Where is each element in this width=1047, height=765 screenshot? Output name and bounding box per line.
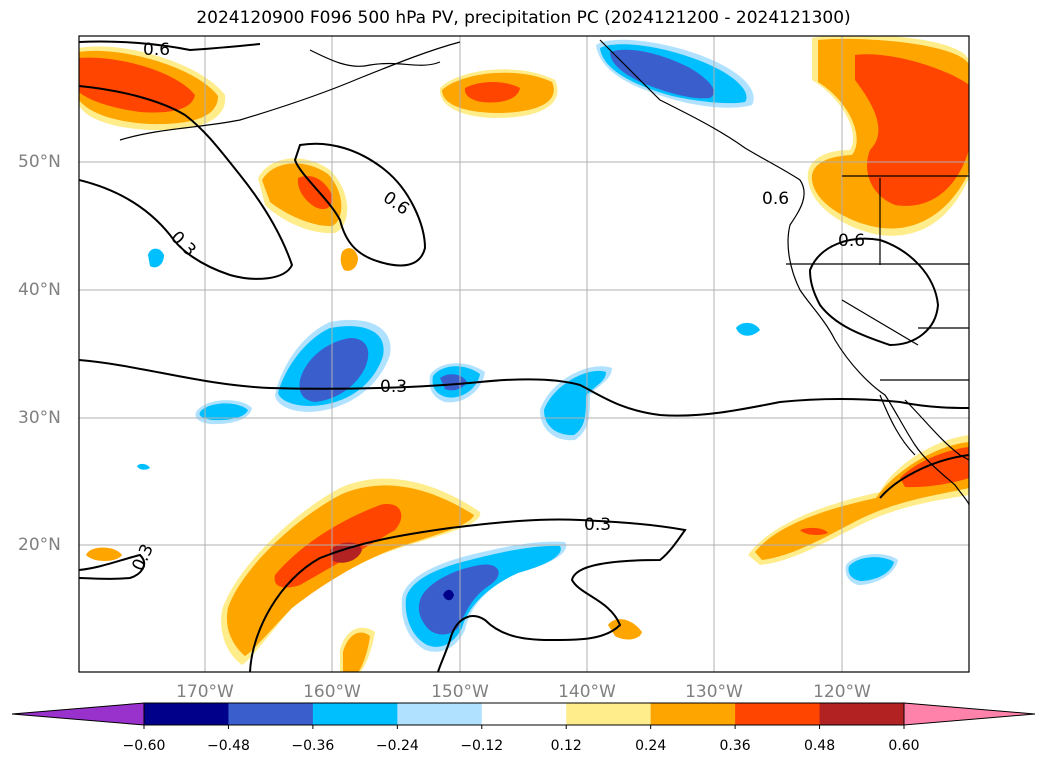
lat-label: 20°N <box>18 535 61 555</box>
positive-anomaly-central-pacific <box>86 478 642 672</box>
negative-anomaly-south <box>137 463 898 652</box>
colorbar-box <box>735 703 821 725</box>
lat-label: 40°N <box>18 280 61 300</box>
contour-label: 0.3 <box>166 227 199 260</box>
contour-label: 0.3 <box>584 515 611 535</box>
negative-anomaly-alaska <box>596 39 754 108</box>
colorbar-tick-label: −0.36 <box>291 738 335 754</box>
contour-label: 0.3 <box>128 541 158 574</box>
coastlines <box>119 39 969 506</box>
colorbar-extend-low <box>11 702 145 726</box>
colorbar <box>11 702 1036 729</box>
colorbar-box <box>144 703 229 725</box>
contour-label: 0.6 <box>838 231 865 251</box>
colorbar-box <box>228 703 314 725</box>
map-title: 2024120900 F096 500 hPa PV, precipitatio… <box>196 8 851 28</box>
colorbar-tick-label: 0.48 <box>803 738 836 754</box>
graticule <box>79 36 969 672</box>
colorbar-box <box>481 703 567 725</box>
lon-label: 140°W <box>558 682 616 702</box>
lat-label: 50°N <box>18 152 61 172</box>
colorbar-tick-label: −0.60 <box>122 738 166 754</box>
contour-label: 0.6 <box>762 189 789 209</box>
colorbar-box <box>650 703 736 725</box>
lon-label: 160°W <box>303 682 361 702</box>
colorbar-box <box>566 703 652 725</box>
colorbar-boxes <box>143 702 905 726</box>
colorbar-tick-label: −0.24 <box>375 738 419 754</box>
contour-label: 0.6 <box>143 40 170 60</box>
colorbar-tick-label: 0.12 <box>550 738 582 754</box>
lat-label: 30°N <box>18 408 61 428</box>
pv-contours <box>79 40 969 672</box>
lon-label: 120°W <box>813 682 871 702</box>
colorbar-tick-label: 0.24 <box>635 738 667 754</box>
colorbar-box <box>312 703 398 725</box>
colorbar-extend-high <box>903 702 1036 726</box>
contour-label: 0.6 <box>379 188 413 220</box>
colorbar-tick-label: 0.36 <box>719 738 751 754</box>
positive-anomaly-northeast <box>807 36 969 236</box>
lon-label: 170°W <box>176 682 234 702</box>
map-frame <box>78 35 970 673</box>
negative-anomaly-subtropics <box>148 248 760 441</box>
colorbar-tick-label: −0.48 <box>206 738 250 754</box>
pv-anomaly-fill-layer <box>79 36 969 672</box>
colorbar-tick-label: −0.12 <box>460 738 504 754</box>
positive-anomaly-gulf <box>439 69 558 118</box>
contour-label: 0.3 <box>380 377 407 397</box>
colorbar-tick-label: 0.60 <box>888 738 920 754</box>
colorbar-box <box>397 703 483 725</box>
lon-label: 130°W <box>685 682 743 702</box>
lon-label: 150°W <box>431 682 489 702</box>
positive-anomaly-mid <box>258 158 358 271</box>
colorbar-box <box>819 703 905 725</box>
positive-anomaly-nw <box>79 46 226 131</box>
